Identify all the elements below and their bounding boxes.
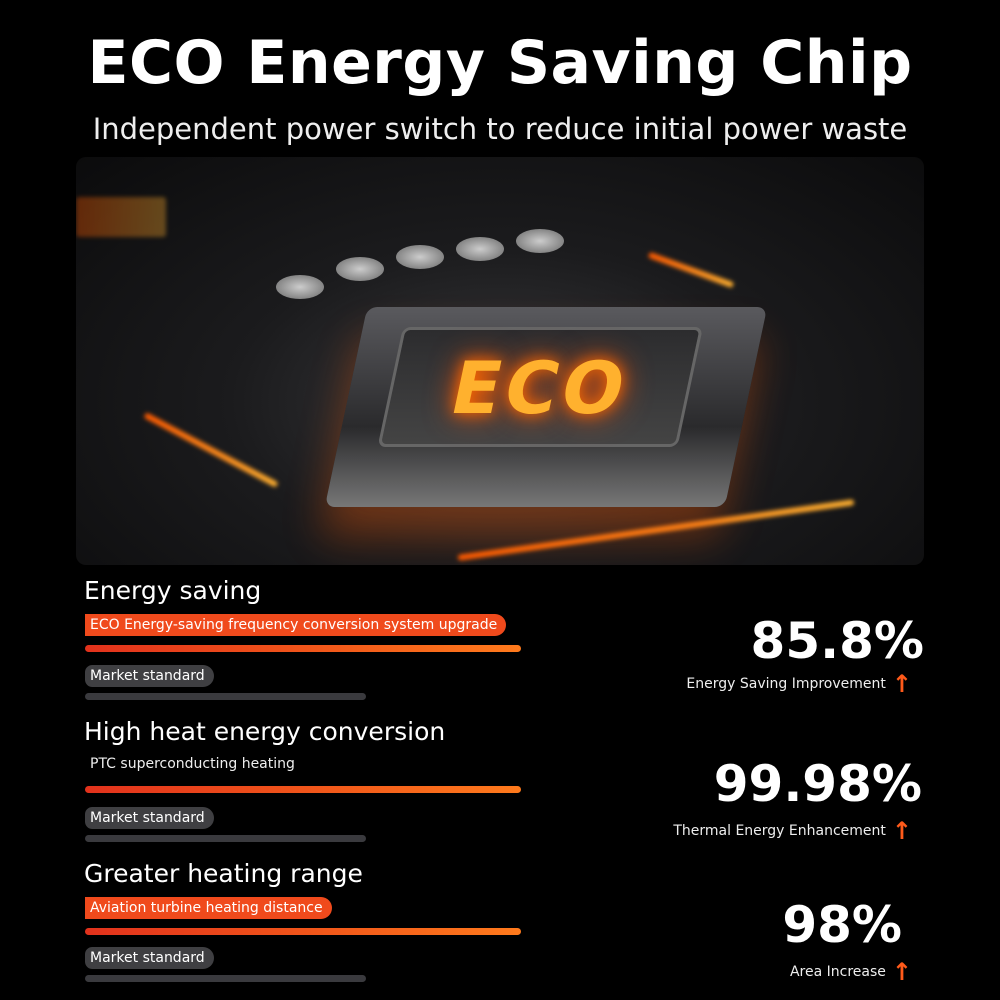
feature-pill: ECO Energy-saving frequency conversion s… (85, 614, 507, 636)
stat-value: 99.98% (713, 755, 922, 813)
arrow-up-icon: ↑ (891, 817, 912, 845)
feature-text: PTC superconducting heating (90, 756, 295, 772)
standard-pill: Market standard (85, 947, 214, 969)
section-heading: Energy saving (84, 576, 262, 605)
stat-label-text: Thermal Energy Enhancement (673, 823, 886, 839)
stat-label-text: Area Increase (789, 964, 886, 980)
feature-bar (85, 928, 521, 935)
stat-value: 85.8% (750, 612, 924, 670)
section-heading: Greater heating range (84, 859, 363, 888)
stat-label: Area Increase ↑ (790, 960, 912, 984)
arrow-up-icon: ↑ (891, 670, 912, 698)
hero-chip-image: ECO (76, 157, 924, 565)
page-title: ECO Energy Saving Chip (87, 28, 913, 98)
chip: ECO (324, 307, 768, 507)
stat-label: Thermal Energy Enhancement ↑ (673, 819, 912, 843)
standard-pill: Market standard (85, 807, 214, 829)
feature-bar (85, 786, 521, 793)
section-heading: High heat energy conversion (84, 717, 446, 746)
stat-label: Energy Saving Improvement ↑ (686, 672, 912, 696)
standard-bar (85, 835, 366, 842)
feature-bar (85, 645, 521, 652)
arrow-up-icon: ↑ (891, 958, 912, 986)
stat-label-text: Energy Saving Improvement (686, 676, 886, 692)
standard-bar (85, 693, 366, 700)
chip-eco-label: ECO (443, 346, 637, 430)
standard-bar (85, 975, 366, 982)
feature-pill: Aviation turbine heating distance (85, 897, 332, 919)
page-subtitle: Independent power switch to reduce initi… (92, 112, 908, 146)
standard-pill: Market standard (85, 665, 214, 687)
stat-value: 98% (782, 896, 902, 954)
